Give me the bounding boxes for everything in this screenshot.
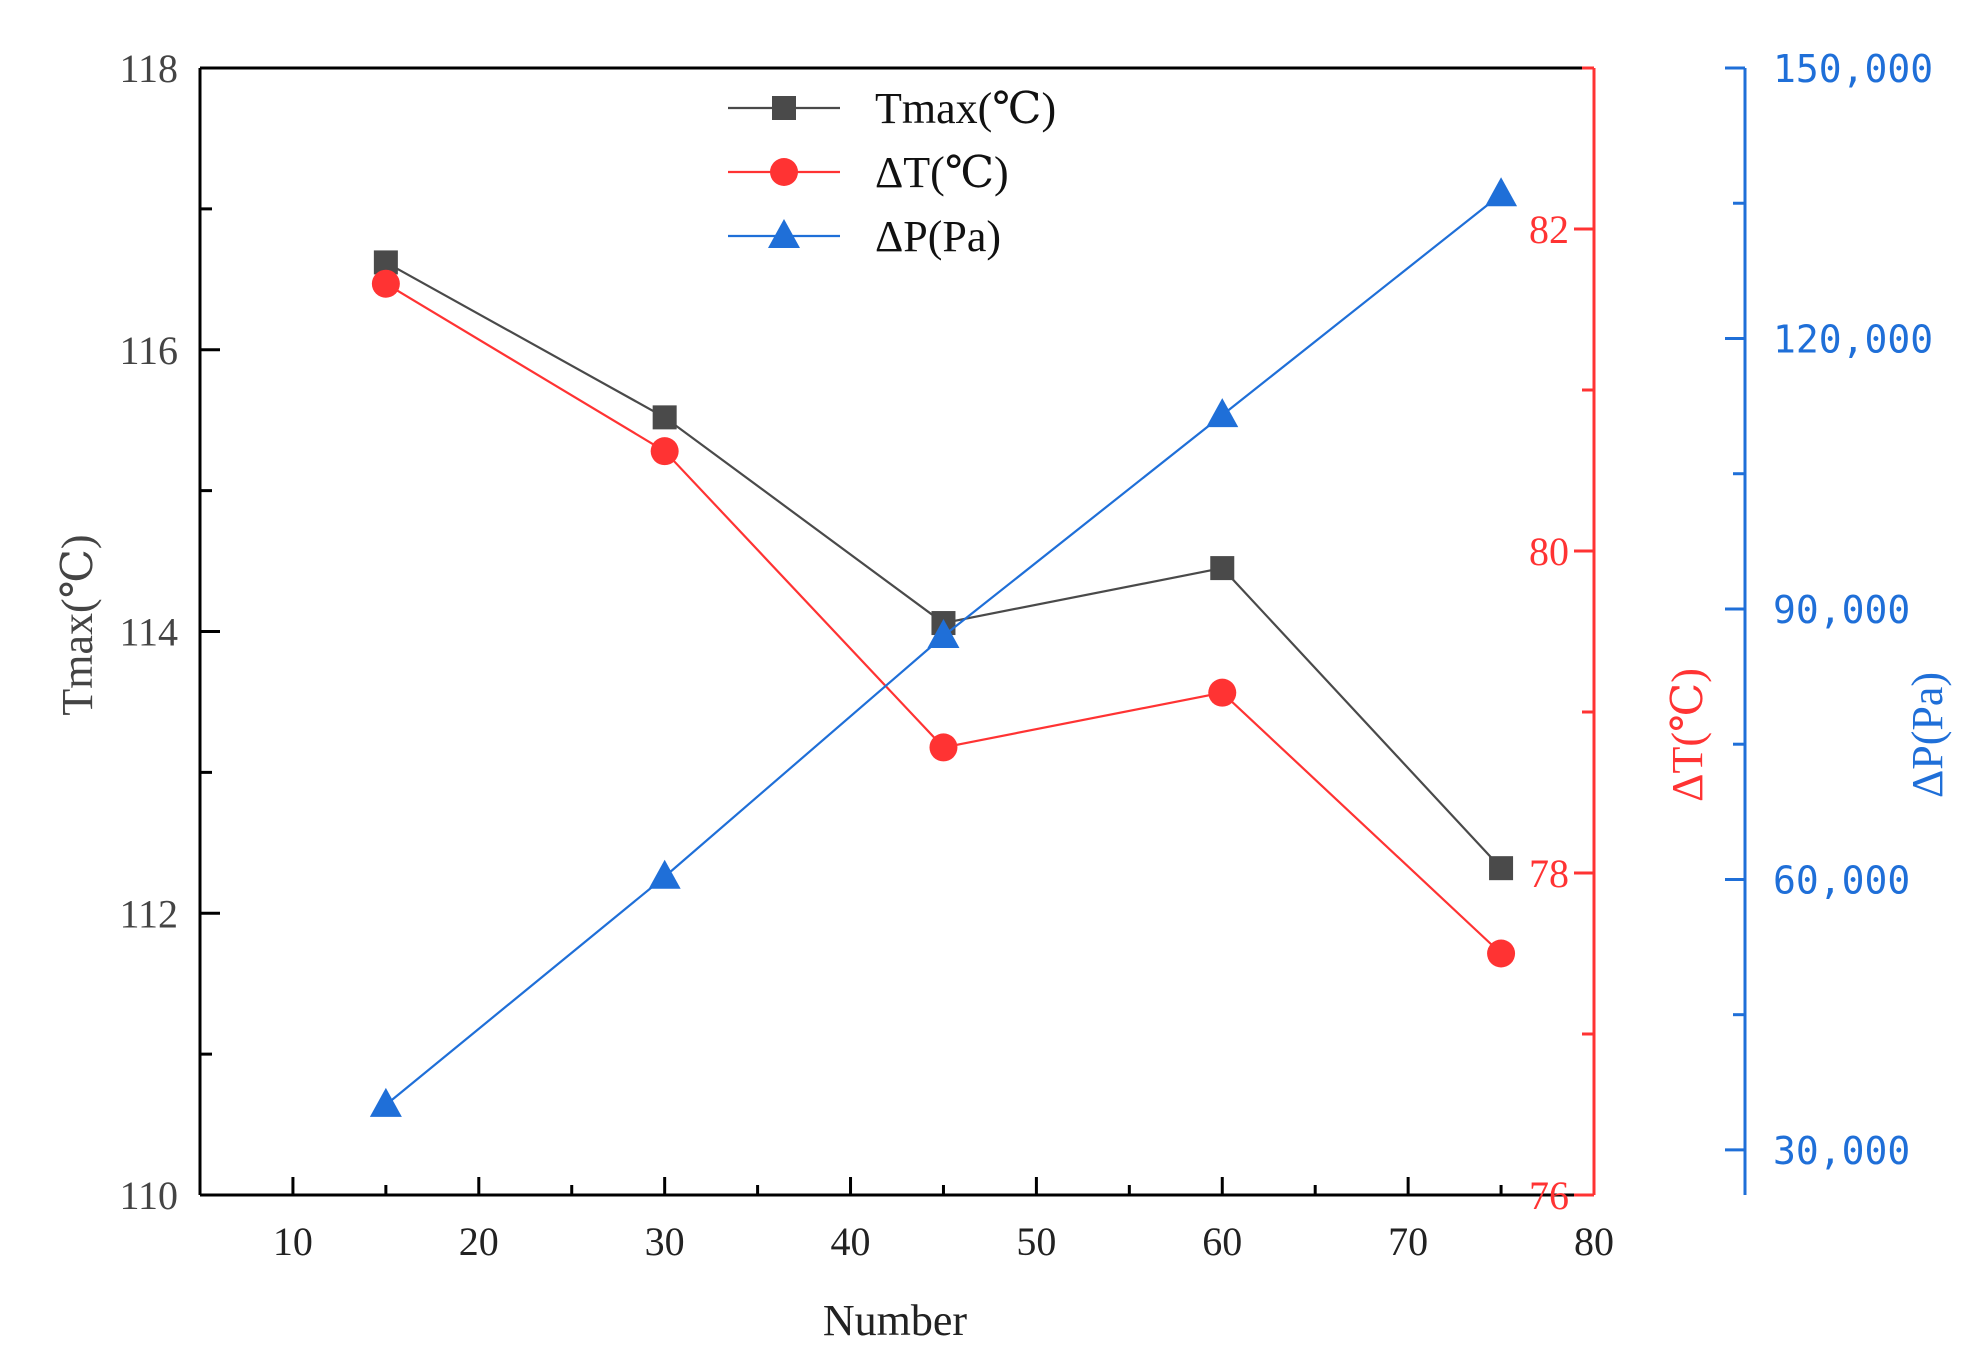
x-tick-label: 80 [1574,1219,1614,1264]
x-tick-label: 10 [273,1219,313,1264]
delta-t-tick-label: 76 [1529,1173,1569,1218]
delta-p-data-point [1206,398,1239,428]
legend-tmax-label: Tmax(℃) [875,84,1056,133]
delta-t-tick-label: 82 [1529,207,1569,252]
delta-p-axis-title: ΔP(Pa) [1903,672,1952,798]
delta-p-tick-label: 120,000 [1773,317,1933,361]
series-layer [369,177,1518,1117]
delta-p-data-point [927,619,960,649]
legend-tmax-marker [772,96,796,120]
x-tick-label: 20 [459,1219,499,1264]
tmax-data-point [1489,856,1514,881]
left-axis-title: Tmax(℃) [53,534,102,715]
delta-p-tick-label: 90,000 [1773,588,1910,632]
legend-delta-t-label: ΔT(℃) [875,148,1009,197]
delta-p-data-point [648,859,681,889]
x-axis-title: Number [823,1296,968,1345]
delta-t-data-point [929,733,958,762]
delta-t-tick-label: 78 [1529,851,1569,896]
x-tick-label: 60 [1202,1219,1242,1264]
left-tick-label: 116 [119,328,178,373]
legend-delta-t-marker [770,158,798,186]
delta-t-data-point [371,269,400,298]
delta-t-tick-label: 80 [1529,529,1569,574]
delta-p-data-point [1485,177,1518,207]
delta-p-tick-label: 150,000 [1773,47,1933,91]
legend-delta-p-marker [768,219,800,248]
left-tick-label: 118 [119,46,178,91]
left-tick-label: 114 [119,610,178,655]
left-tick-label: 112 [119,891,178,936]
x-tick-label: 50 [1016,1219,1056,1264]
tmax-data-point [1210,556,1235,581]
delta-t-data-point [650,437,679,466]
delta-p-tick-label: 30,000 [1773,1129,1910,1173]
left-tick-label: 110 [119,1173,178,1218]
axes-layer: 10 20 30 40 50 60 70 80 110 112 114 116 118 76 78 80 82 3… [119,46,1933,1264]
delta-t-axis-title: ΔT(℃) [1663,668,1712,802]
delta-t-data-point [1487,939,1516,968]
delta-p-tick-label: 60,000 [1773,858,1910,902]
delta-t-data-point [1208,678,1237,707]
legend-delta-p-label: ΔP(Pa) [875,212,1001,261]
delta-p-data-point [369,1087,402,1117]
x-tick-label: 30 [645,1219,685,1264]
x-tick-label: 40 [831,1219,871,1264]
legend: Tmax(℃) ΔT(℃) ΔP(Pa) [728,84,1056,261]
tmax-data-point [652,405,677,430]
x-tick-label: 70 [1388,1219,1428,1264]
